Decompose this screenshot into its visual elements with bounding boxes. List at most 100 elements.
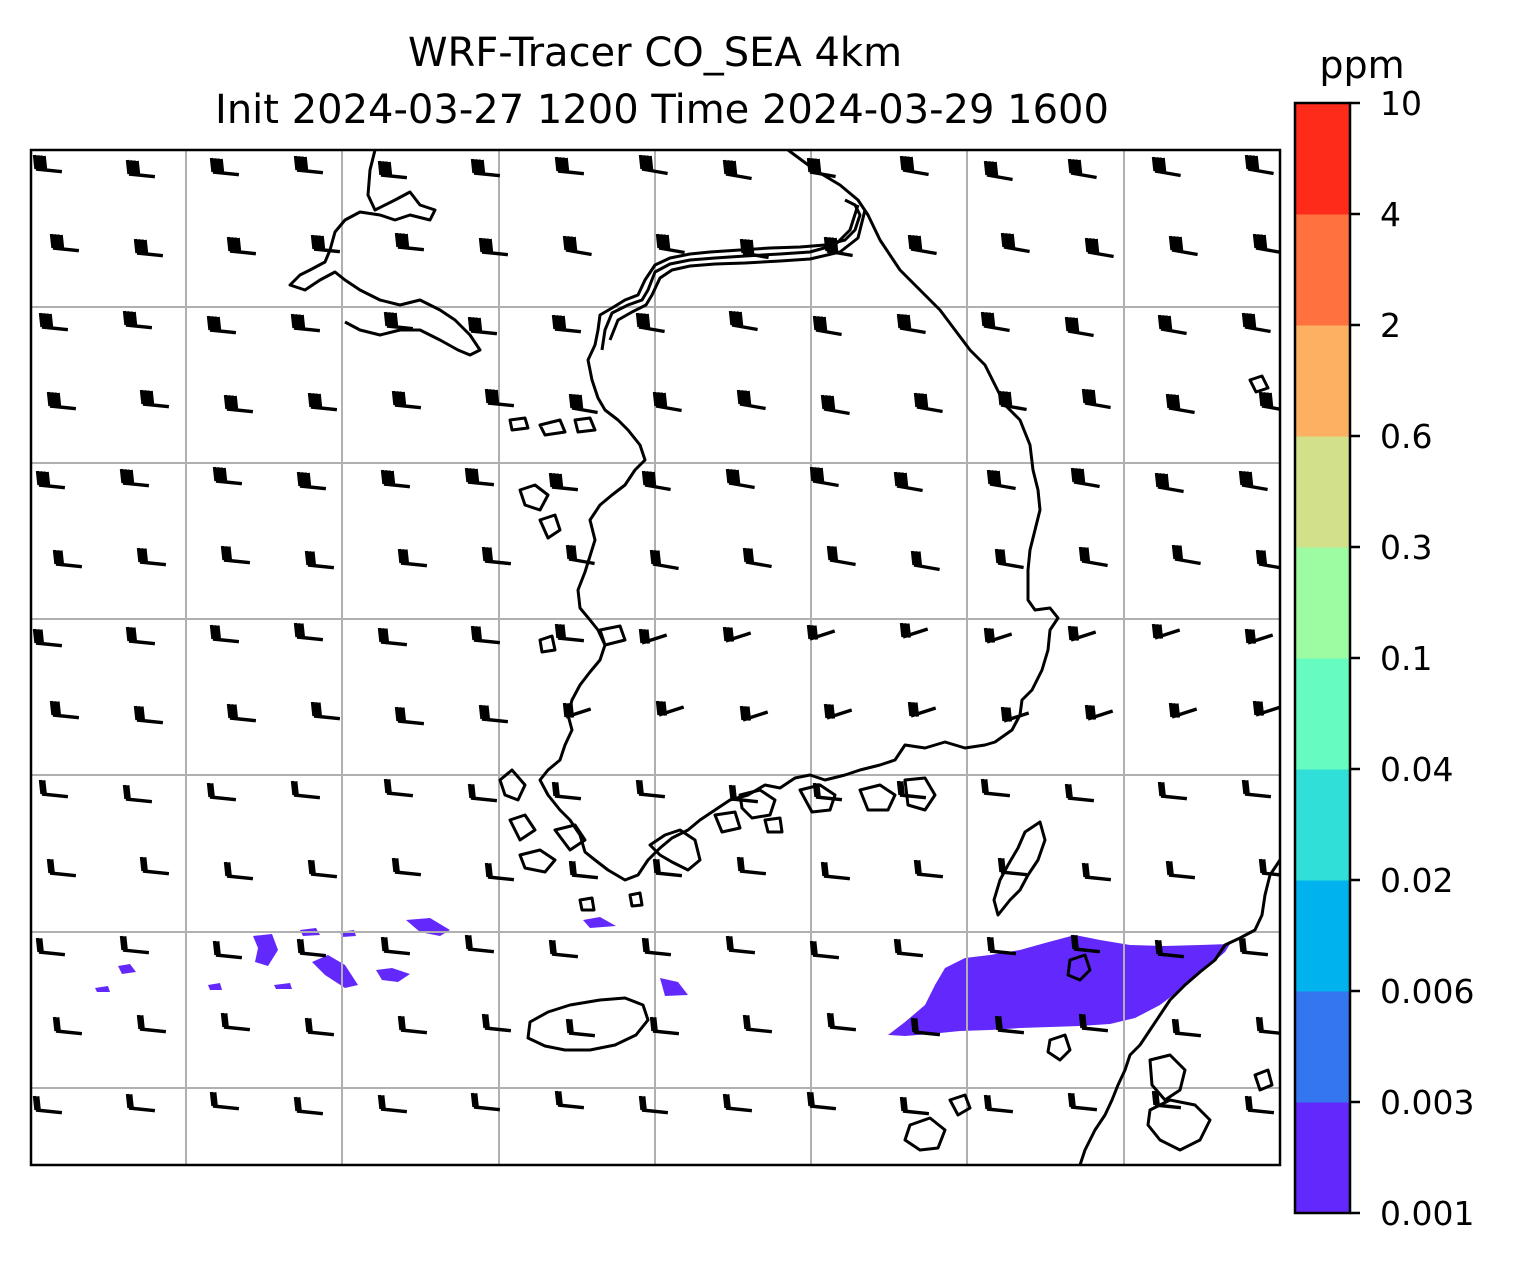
wind-barb xyxy=(1244,628,1274,645)
wind-barb xyxy=(649,1016,680,1036)
wind-barb xyxy=(307,859,338,879)
wind-barb xyxy=(736,389,766,411)
wind-barb xyxy=(35,470,66,490)
korean-peninsula-coastline xyxy=(538,150,1060,882)
wind-barb xyxy=(823,236,853,258)
wind-barb xyxy=(913,392,943,414)
wind-barb xyxy=(1067,1092,1098,1112)
tracer-patch-10 xyxy=(95,986,110,992)
wind-barb xyxy=(562,235,592,257)
wind-barb xyxy=(35,937,66,957)
wind-barb xyxy=(1255,549,1280,570)
wind-barb xyxy=(139,389,170,409)
wind-barb xyxy=(484,388,515,408)
colorbar-tick-label: 0.003 xyxy=(1380,1083,1474,1122)
wind-barb xyxy=(736,856,767,876)
wind-barb xyxy=(806,1091,837,1111)
wind-barb xyxy=(655,233,685,255)
wind-barb xyxy=(133,238,164,258)
wind-barb xyxy=(1258,858,1280,877)
wind-barb xyxy=(1157,314,1187,336)
wind-barb xyxy=(1154,939,1185,959)
wind-barb xyxy=(913,859,944,879)
map-title-line2: Init 2024-03-27 1200 Time 2024-03-29 160… xyxy=(215,87,1109,133)
wind-barb xyxy=(1151,1090,1182,1110)
wind-barb xyxy=(635,312,665,334)
coastlines xyxy=(288,150,1280,1165)
wind-barb xyxy=(1078,546,1108,568)
wind-barb xyxy=(1078,1013,1109,1033)
wind-barb xyxy=(49,700,80,720)
wind-barb xyxy=(467,783,498,803)
wind-barb xyxy=(896,313,926,335)
wind-barb xyxy=(1067,625,1097,642)
wind-barb xyxy=(394,706,425,726)
wind-barb xyxy=(907,701,937,718)
wind-barb xyxy=(742,1014,773,1034)
wind-barb xyxy=(742,547,772,569)
colorbar-tick-label: 10 xyxy=(1380,84,1422,123)
tracer-patch-12 xyxy=(274,983,292,989)
tracer-patch-3 xyxy=(406,918,450,936)
wind-barb xyxy=(32,154,63,174)
wind-barb xyxy=(391,857,422,877)
wind-barb xyxy=(893,471,923,493)
wind-barb xyxy=(290,780,321,800)
wind-barb xyxy=(470,625,501,645)
colorbar-segment xyxy=(1295,103,1350,215)
wind-barb xyxy=(464,467,495,487)
wind-barb xyxy=(397,1015,428,1035)
wind-barb xyxy=(122,784,153,804)
japan-kyushu-coastline xyxy=(1078,859,1280,1165)
colorbar: ppm 0.001 0.003 0.006 0.02 0.04 0.1 0.3 0.6 2 4 10 xyxy=(1293,43,1474,1233)
wind-barb xyxy=(1064,783,1095,803)
wind-barb xyxy=(223,394,254,414)
wind-barb xyxy=(136,547,167,567)
wind-barb xyxy=(481,546,512,566)
wind-barb xyxy=(220,1012,251,1032)
wind-barb xyxy=(820,394,850,416)
wind-barb xyxy=(119,935,150,955)
river-boundary-2 xyxy=(608,209,867,341)
colorbar-tick-label: 0.001 xyxy=(1380,1194,1474,1233)
wind-barb xyxy=(32,628,63,648)
wind-barb xyxy=(980,311,1010,333)
japan-islands xyxy=(903,374,1274,1152)
tracer-patch-2 xyxy=(312,955,358,988)
wind-barb xyxy=(206,782,237,802)
wind-barb xyxy=(565,544,595,566)
wind-barb xyxy=(223,861,254,881)
wind-barb xyxy=(139,856,170,876)
wind-barb xyxy=(467,316,498,336)
wind-barb xyxy=(122,310,153,330)
wind-barb xyxy=(133,705,164,725)
wind-barb xyxy=(1168,702,1198,719)
wind-barb xyxy=(986,469,1016,491)
wind-barb xyxy=(910,550,940,572)
wind-barb xyxy=(1241,779,1272,799)
wind-barb xyxy=(812,782,843,802)
tracer-patch-1 xyxy=(253,934,278,966)
wind-barb xyxy=(1084,237,1114,259)
wind-barb xyxy=(394,232,425,252)
wind-barb xyxy=(1070,467,1100,489)
wind-barb xyxy=(290,313,321,333)
wind-barb xyxy=(1252,700,1280,717)
wind-barb xyxy=(568,393,598,415)
colorbar-segment xyxy=(1295,769,1350,881)
wind-barb xyxy=(826,545,856,567)
wind-barb xyxy=(470,1092,501,1112)
wind-barb xyxy=(1241,312,1271,334)
colorbar-segment xyxy=(1295,880,1350,992)
wind-barb xyxy=(806,157,836,179)
wind-barb xyxy=(983,160,1013,182)
wind-barb xyxy=(635,779,666,799)
wind-barb xyxy=(548,939,579,959)
colorbar-segment xyxy=(1295,991,1350,1103)
wind-barb xyxy=(554,1090,585,1110)
tracer-concentration-field xyxy=(95,917,1230,1036)
wind-barb xyxy=(994,548,1024,570)
wind-barb xyxy=(1081,388,1111,410)
wind-barb xyxy=(809,940,840,960)
colorbar-tick-label: 0.04 xyxy=(1380,750,1453,789)
